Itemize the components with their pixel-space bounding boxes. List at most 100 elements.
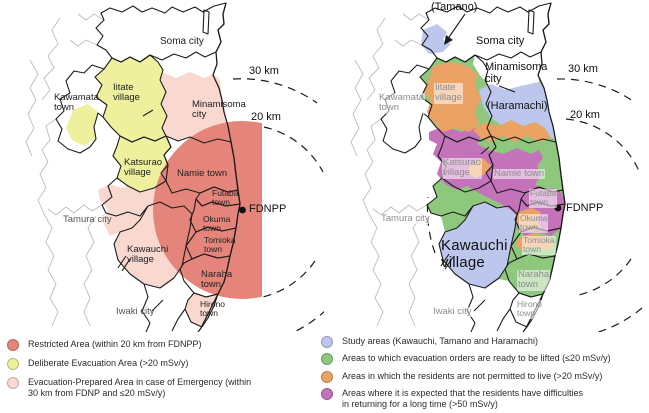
arc-30km-bottom [292,310,324,332]
label-tomioka-town: Tomioka town [204,235,236,255]
label-okuma-town: Okuma town [203,214,231,234]
label-kawamata-town: Kawamata town [54,92,99,114]
region-evacuation-prepared-hirono [185,293,218,327]
region-deliberate-evacuation-katsurao [113,136,171,192]
region-deliberate-evacuation-iitate [95,55,167,142]
right-map-canvas [350,2,643,332]
legend-item-difficult-return: Areas where it is expected that the resi… [321,388,583,410]
namie-tick-mark [480,146,490,155]
legend-label-study: Study areas (Kawauchi, Tamano and Harama… [342,336,538,346]
region-deliberate-evacuation-kawamata [66,104,98,146]
legend-swatch-study [321,336,333,348]
boundary-tamura [426,177,474,217]
range-arcs [232,78,324,332]
arc-20km-top [565,118,640,172]
tamano-arrow-line [446,13,466,41]
iwaki-leader-line [473,299,486,312]
label-naraha-town: Naraha town [517,269,551,291]
legend-label-ready-to-lift: Areas to which evacuation orders are rea… [342,353,611,363]
label-hirono-town: Hirono town [516,299,544,319]
boundary-tamura [101,177,149,217]
label-iwaki-city: Iwaki city [432,306,473,318]
legend-label-prepared: Evacuation-Prepared Area in case of Emer… [28,377,252,398]
left-map-canvas [25,2,324,332]
boundary-katsurao [112,135,172,193]
legend-swatch-prepared [7,377,19,389]
boundary-kawauchi [113,201,193,289]
kawauchi-tick-marks [117,255,131,272]
arc-30km-bottom [596,307,643,332]
label-fdnpp: FDNPP [249,203,287,215]
legend-swatch-deliberate [7,358,19,370]
label-tamano: (Tamano) [431,1,478,13]
boundary-iwaki [141,283,186,332]
label-futaba-town: Futaba town [529,188,558,208]
label-naraha-town: Naraha town [201,269,233,291]
boundary-kawamata [55,64,105,154]
boundary-hirono [184,292,219,328]
iitate-tick-mark [142,109,154,117]
legend-item-prepared: Evacuation-Prepared Area in case of Emer… [7,377,251,399]
legend-item-deliberate: Deliberate Evacuation Area (>20 mSv/y) [7,358,188,370]
range-arcs [426,78,643,332]
label-kawauchi-village: Kawauchi village [127,244,169,266]
label-iitate-village: Iitate village [113,82,140,104]
legend-swatch-ready-to-lift [321,353,333,365]
legend-label-difficult-return: Areas where it is expected that the resi… [342,388,583,409]
boundary-hirono [509,292,544,328]
label-kawauchi-village: Kawauchi village [441,237,508,271]
region-study-kawauchi [439,202,517,288]
label-soma-city: Soma city [160,36,204,47]
region-study-tamano [421,24,451,54]
legend-item-ready-to-lift: Areas to which evacuation orders are rea… [321,353,611,365]
minamisoma-leader-line [498,85,516,93]
legend-item-restricted: Restricted Area (within 20 km from FDNPP… [7,339,202,351]
legend-label-not-permitted: Areas in which the residents are not per… [342,371,603,381]
region-evacuation-prepared-minamisoma [148,72,231,143]
background-municipal-borders [350,13,430,327]
label-kawamata-town: Kawamata town [378,92,425,114]
label-20km: 20 km [570,109,600,121]
arc-20km-bottom [257,260,316,299]
legend-label-restricted: Restricted Area (within 20 km from FDNPP… [28,339,202,349]
legend-swatch-difficult-return [321,388,333,400]
fdnpp-marker [239,206,246,214]
tamano-arrowhead [444,35,453,45]
label-tamura-city: Tamura city [380,213,431,225]
legend-label-deliberate: Deliberate Evacuation Area (>20 mSv/y) [28,358,189,368]
label-30km: 30 km [249,65,279,77]
map-evacuation-areas-2011: Soma city 30 km 20 km Iitate village Kaw… [0,0,324,332]
label-katsurao-village: Katsurao village [442,157,483,179]
boundary-coastal-sliver [202,9,210,35]
arc-20km-bottom [573,258,632,297]
legend-item-study: Study areas (Kawauchi, Tamano and Harama… [321,336,538,348]
arc-30km-top [232,78,318,104]
region-evacuation-prepared-tamura-strip [98,183,160,236]
iwaki-leader-line [151,299,164,312]
background-municipal-borders [25,13,105,327]
boundary-kawauchi [438,201,518,289]
boundary-kawamata [380,64,430,154]
label-okuma-town: Okuma town [519,213,549,233]
boundary-iwaki [466,283,511,332]
legend-swatch-restricted [7,339,19,351]
boundary-soma-city [95,2,227,63]
label-namie-town: Namie town [493,168,546,180]
label-hirono-town: Hirono town [200,299,226,319]
arc-20km-top [263,126,324,173]
label-soma-city: Soma city [476,35,525,47]
legend-item-not-permitted: Areas in which the residents are not per… [321,371,602,383]
municipal-boundaries [55,2,241,332]
label-katsurao-village: Katsurao village [124,157,163,179]
kawauchi-tick-marks [440,253,454,270]
label-futaba-town: Futaba town [212,188,239,208]
label-20km: 20 km [251,111,281,123]
label-iitate-village: Iitate village [434,82,463,104]
label-haramachi: (Haramachi) [487,100,548,112]
boundary-coastal-sliver [527,9,535,35]
arc-30km-top [556,78,634,102]
legend-swatch-not-permitted [321,371,333,383]
label-minamisoma-city: Minamisoma city [192,99,246,121]
label-30km: 30 km [568,63,598,75]
